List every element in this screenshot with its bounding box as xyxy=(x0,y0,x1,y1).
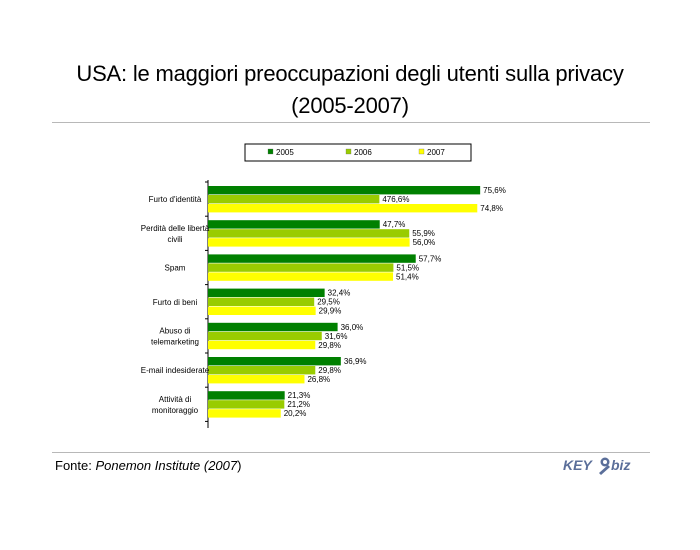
bar-2006 xyxy=(208,366,316,375)
legend-swatch-2007 xyxy=(418,148,425,155)
bar-2005 xyxy=(208,186,481,195)
source-note: Fonte: Ponemon Institute (2007) xyxy=(55,458,241,473)
svg-text:biz: biz xyxy=(611,457,630,473)
data-label-2006: 476,6% xyxy=(382,195,409,204)
data-label-2005: 36,9% xyxy=(344,357,367,366)
category-label: Furto di beni xyxy=(153,298,198,307)
source-suffix: ) xyxy=(237,458,242,473)
bottom-divider xyxy=(52,452,650,453)
bar-2006 xyxy=(208,195,380,204)
data-label-2007: 74,8% xyxy=(480,204,503,213)
legend-swatch-2006 xyxy=(345,148,352,155)
bar-2007 xyxy=(208,340,316,350)
bar-2006 xyxy=(208,297,315,306)
data-label-2007: 29,9% xyxy=(319,307,342,316)
source-name: Ponemon Institute (2007 xyxy=(95,458,238,473)
data-label-2006: 51,5% xyxy=(396,263,419,272)
legend-label-2005: 2005 xyxy=(276,148,294,157)
data-label-2005: 75,6% xyxy=(483,186,506,195)
data-label-2006: 55,9% xyxy=(412,229,435,238)
top-divider xyxy=(52,122,650,123)
bar-2007 xyxy=(208,204,478,213)
bar-2005 xyxy=(208,220,380,229)
data-label-2006: 29,5% xyxy=(317,298,340,307)
data-label-2007: 20,2% xyxy=(284,409,307,418)
data-label-2007: 26,8% xyxy=(307,375,330,384)
category-label: Furto d'identità xyxy=(149,195,202,204)
category-label: telemarketing xyxy=(151,338,199,347)
data-label-2006: 31,6% xyxy=(325,332,348,341)
bar-2007 xyxy=(208,272,394,281)
category-label: Perdità delle libertà xyxy=(141,224,210,233)
bar-2006 xyxy=(208,229,410,238)
legend-label-2006: 2006 xyxy=(354,148,372,157)
bar-2006 xyxy=(208,331,322,341)
data-label-2005: 21,3% xyxy=(288,391,311,400)
legend-label-2007: 2007 xyxy=(427,148,445,157)
chart-title-line-1: USA: le maggiori preoccupazioni degli ut… xyxy=(76,61,624,86)
category-label: Attività di xyxy=(159,395,192,404)
data-label-2005: 57,7% xyxy=(419,254,442,263)
category-label: Spam xyxy=(165,264,186,273)
data-label-2005: 36,0% xyxy=(341,323,364,332)
bar-2005 xyxy=(208,322,338,332)
legend-swatch-2005 xyxy=(267,148,274,155)
data-label-2007: 29,8% xyxy=(318,341,341,350)
bar-2005 xyxy=(208,357,341,366)
legend xyxy=(244,143,472,162)
bar-2006 xyxy=(208,263,394,272)
data-label-2007: 51,4% xyxy=(396,272,419,281)
bar-2005 xyxy=(208,288,325,297)
bar-2007 xyxy=(208,409,281,418)
chart-title: USA: le maggiori preoccupazioni degli ut… xyxy=(0,58,700,122)
category-label: E-mail indesiderate xyxy=(141,366,210,375)
bar-2007 xyxy=(208,306,316,315)
data-label-2005: 32,4% xyxy=(328,289,351,298)
data-label-2005: 47,7% xyxy=(383,220,406,229)
bar-2007 xyxy=(208,238,410,247)
category-label: monitoraggio xyxy=(152,406,199,415)
data-label-2006: 29,8% xyxy=(318,366,341,375)
chart-title-line-2: (2005-2007) xyxy=(291,93,409,118)
keybiz-logo: KEY biz xyxy=(563,457,630,475)
bar-2005 xyxy=(208,254,416,263)
data-label-2006: 21,2% xyxy=(287,400,310,409)
source-prefix: Fonte: xyxy=(55,458,96,473)
key-icon xyxy=(599,457,610,475)
category-label: civili xyxy=(167,235,182,244)
bar-2006 xyxy=(208,400,285,409)
bar-2005 xyxy=(208,391,285,400)
category-label: Abuso di xyxy=(159,327,190,336)
bar-2007 xyxy=(208,375,305,384)
svg-text:KEY: KEY xyxy=(563,457,593,473)
data-label-2007: 56,0% xyxy=(413,238,436,247)
